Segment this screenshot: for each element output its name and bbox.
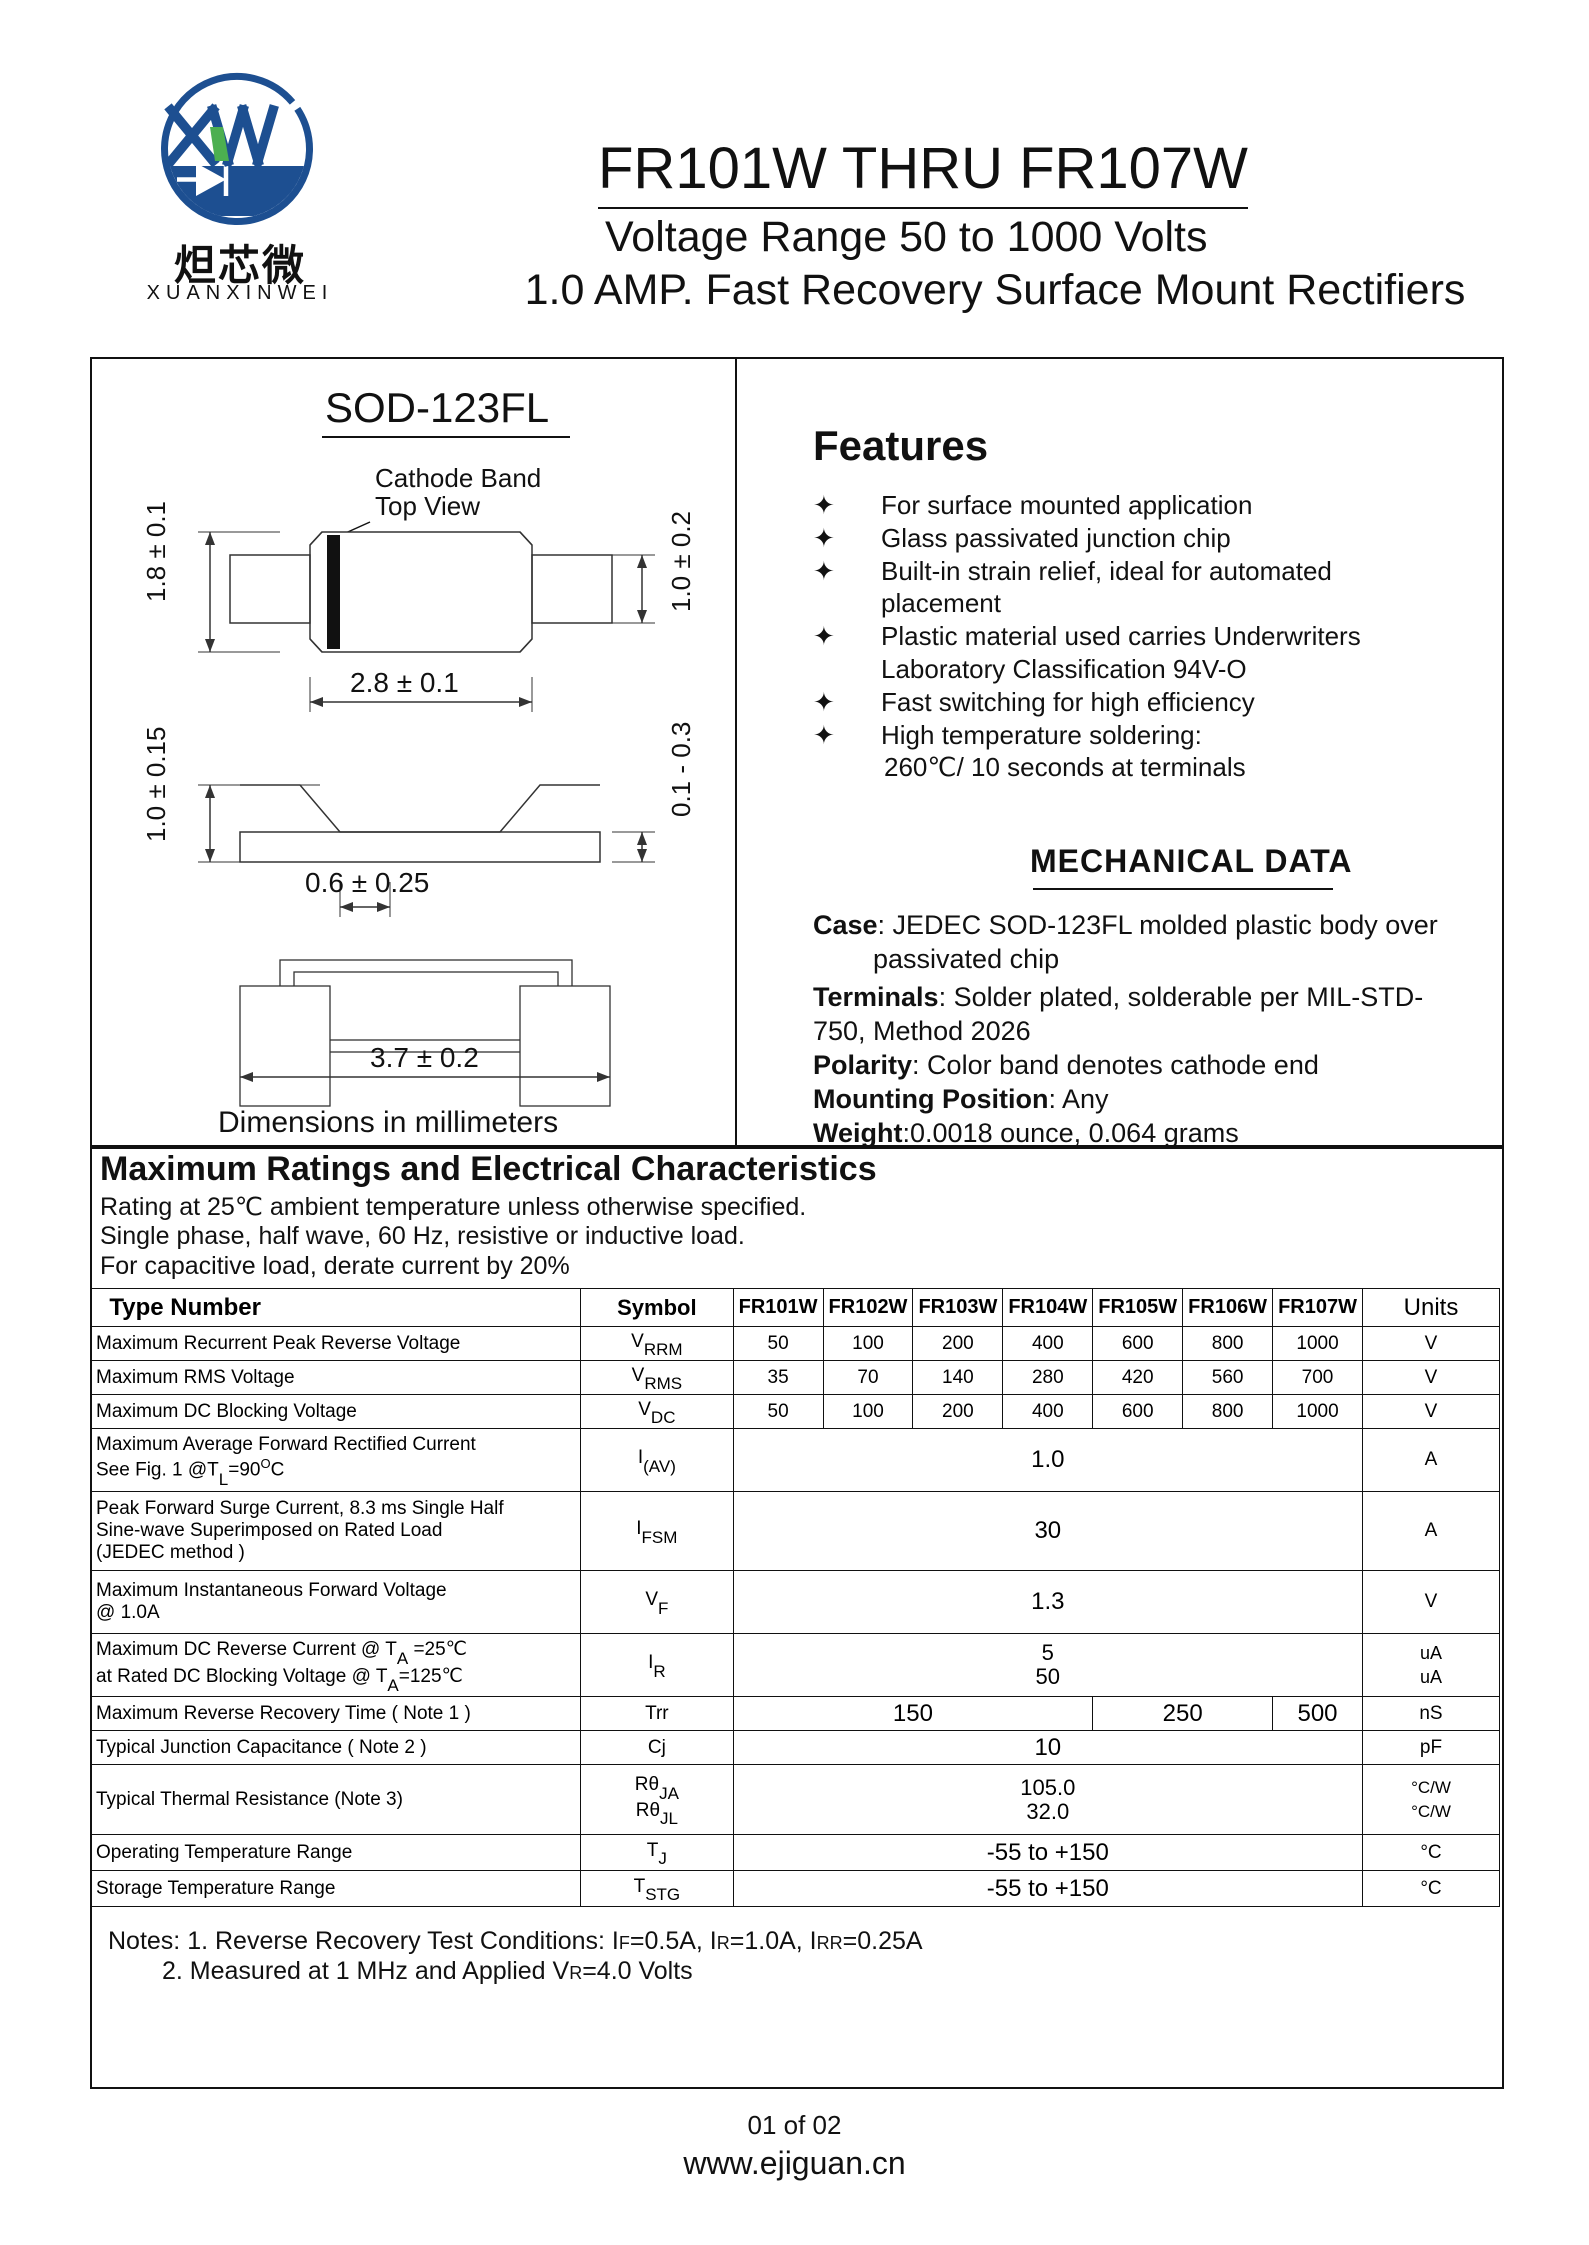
svg-text:1.0 ± 0.2: 1.0 ± 0.2	[666, 511, 696, 612]
svg-text:SOD-123FL: SOD-123FL	[325, 384, 549, 431]
svg-text:0.6 ± 0.25: 0.6 ± 0.25	[305, 867, 429, 898]
svg-text:Cathode Band: Cathode Band	[375, 463, 541, 493]
svg-text:Top View: Top View	[375, 491, 480, 521]
svg-text:0.1 - 0.3: 0.1 - 0.3	[666, 722, 696, 817]
svg-text:1.0 ± 0.15: 1.0 ± 0.15	[141, 727, 171, 842]
svg-text:Dimensions in millimeters: Dimensions in millimeters	[218, 1106, 558, 1139]
svg-text:2.8 ± 0.1: 2.8 ± 0.1	[350, 667, 459, 698]
svg-text:1.8 ± 0.1: 1.8 ± 0.1	[141, 501, 171, 602]
svg-text:3.7 ± 0.2: 3.7 ± 0.2	[370, 1042, 479, 1073]
